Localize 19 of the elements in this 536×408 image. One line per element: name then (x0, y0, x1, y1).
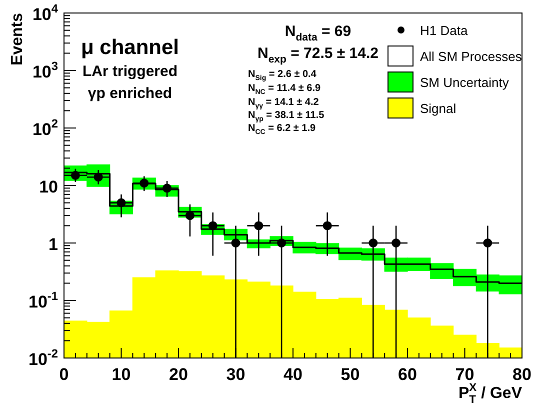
legend-label: SM Uncertainty (420, 75, 510, 90)
y-tick-label: 1 (48, 235, 58, 254)
x-tick-label: 50 (340, 365, 360, 384)
x-tick-label: 40 (284, 365, 302, 384)
x-tick-label: 30 (226, 365, 246, 384)
x-tick-label: 70 (455, 365, 474, 384)
y-axis-title: Events (9, 12, 26, 66)
legend-label: H1 Data (420, 23, 468, 38)
legend-label: Signal (420, 101, 456, 116)
x-tick-label: 20 (169, 365, 188, 384)
y-tick-label: 10 (39, 178, 58, 196)
x-tick-label: 80 (512, 365, 532, 384)
annotation: γp enriched (88, 85, 172, 102)
annotation: μ channel (80, 36, 180, 59)
x-tick-label: 10 (112, 365, 131, 384)
x-tick-label: 60 (398, 365, 417, 384)
annotation: LAr triggered (82, 63, 178, 80)
legend-label: All SM Processes (420, 49, 522, 64)
x-tick-label: 0 (59, 365, 69, 384)
